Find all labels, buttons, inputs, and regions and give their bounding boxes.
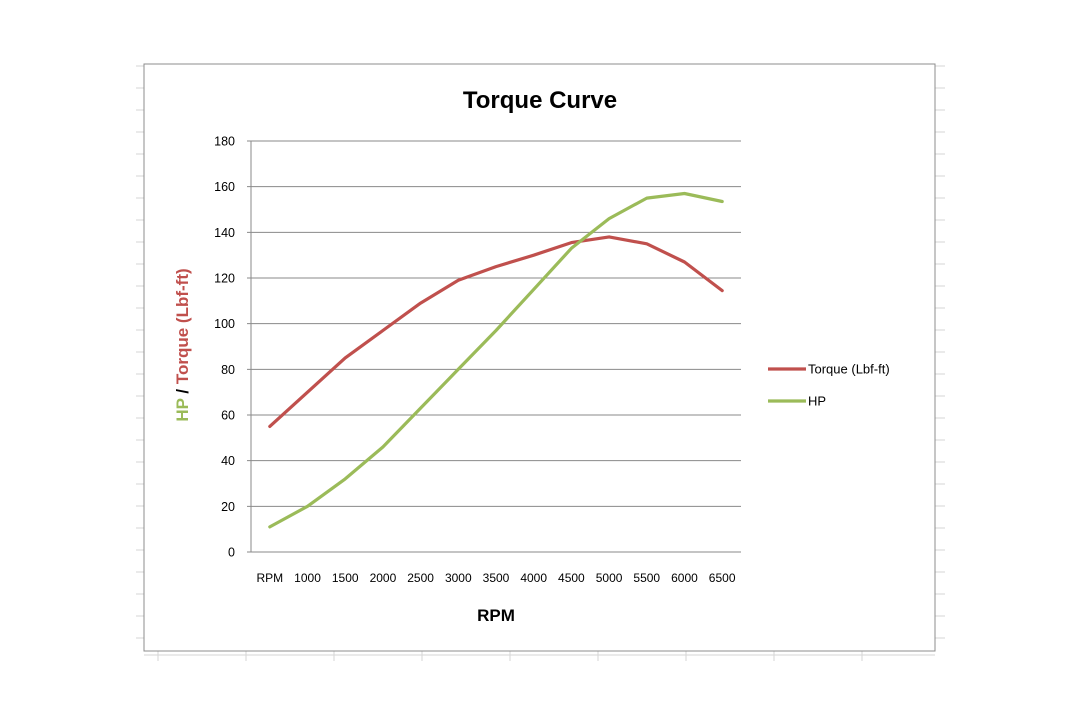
chart-title: Torque Curve	[463, 87, 617, 114]
y-tick-labels: 0 20 40 60 80 100 120 140 160 180	[214, 135, 235, 560]
x-tick-1500: 1500	[332, 571, 359, 585]
x-tick-RPM: RPM	[257, 571, 284, 585]
x-axis-title: RPM	[477, 606, 515, 625]
y-axis-title-part-1: /	[173, 384, 192, 398]
y-axis-title-part-0: HP	[173, 398, 192, 421]
y-axis-title: HP / Torque (Lbf-ft)	[173, 268, 192, 421]
x-tick-2500: 2500	[407, 571, 434, 585]
y-tick-20: 20	[221, 500, 235, 514]
y-tick-60: 60	[221, 409, 235, 423]
y-tick-40: 40	[221, 454, 235, 468]
x-tick-3000: 3000	[445, 571, 472, 585]
x-tick-2000: 2000	[370, 571, 397, 585]
series-line-torque[interactable]	[268, 235, 724, 428]
x-tick-4500: 4500	[558, 571, 585, 585]
legend-label-torque: Torque (Lbf-ft)	[808, 362, 890, 377]
y-tick-100: 100	[214, 317, 235, 331]
x-tick-labels: RPM 1000 1500 2000 2500 3000 3500 4000 4500 5000 5…	[257, 571, 736, 585]
legend-label-hp: HP	[808, 394, 826, 409]
y-tick-80: 80	[221, 363, 235, 377]
x-tick-3500: 3500	[483, 571, 510, 585]
series-lines	[268, 191, 724, 529]
x-tick-6000: 6000	[671, 571, 698, 585]
x-tick-6500: 6500	[709, 571, 736, 585]
x-tick-5000: 5000	[596, 571, 623, 585]
y-tick-160: 160	[214, 180, 235, 194]
y-tick-0: 0	[228, 546, 235, 560]
y-axis-title-part-2: Torque (Lbf-ft)	[173, 268, 192, 384]
y-tick-180: 180	[214, 135, 235, 149]
spreadsheet-grid-background	[136, 65, 945, 661]
y-tick-140: 140	[214, 226, 235, 240]
y-gridlines	[247, 140, 741, 553]
x-tick-1000: 1000	[294, 571, 321, 585]
x-tick-5500: 5500	[633, 571, 660, 585]
chart-area-frame[interactable]	[143, 63, 936, 652]
legend: Torque (Lbf-ft) HP	[768, 362, 890, 409]
series-line-hp[interactable]	[268, 191, 724, 529]
x-tick-4000: 4000	[520, 571, 547, 585]
y-tick-120: 120	[214, 272, 235, 286]
